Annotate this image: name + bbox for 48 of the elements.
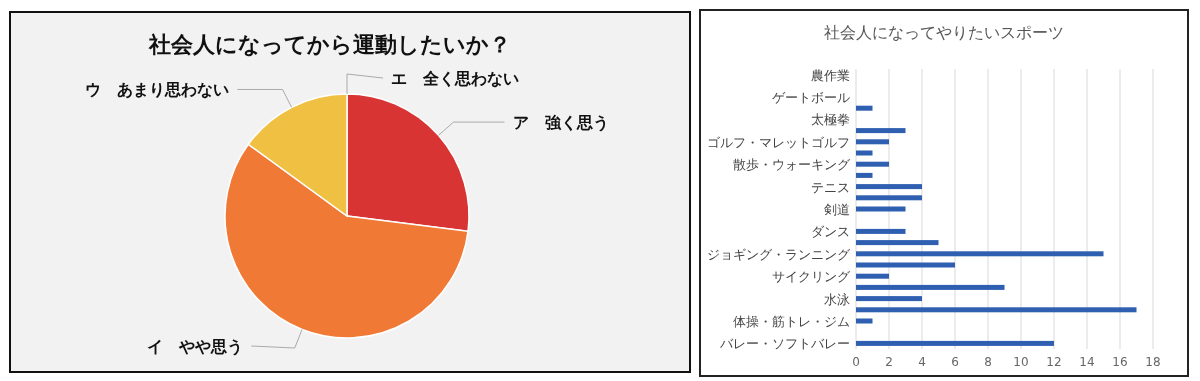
- bar: [856, 228, 906, 234]
- y-tick-label: 剣道: [824, 202, 850, 217]
- x-tick-label: 4: [918, 355, 926, 369]
- x-tick-label: 6: [951, 355, 959, 369]
- bar: [856, 150, 873, 156]
- bar: [856, 105, 873, 111]
- bar: [856, 296, 922, 302]
- bar: [856, 284, 1005, 290]
- x-tick-label: 0: [852, 355, 860, 369]
- bar: [856, 318, 873, 324]
- y-tick-label: 農作業: [811, 67, 850, 83]
- bar: [856, 251, 1104, 257]
- x-tick-label: 12: [1046, 355, 1062, 369]
- x-tick-label: 16: [1112, 355, 1128, 369]
- bar: [856, 340, 1054, 346]
- y-tick-label: ジョギング・ランニング: [707, 246, 851, 262]
- bar: [856, 128, 906, 134]
- bar: [856, 161, 889, 167]
- y-tick-label: 太極拳: [811, 112, 850, 128]
- y-tick-label: 散歩・ウォーキング: [733, 157, 851, 173]
- chart-title: 社会人になってから運動したいか？: [148, 32, 511, 57]
- y-tick-label: バレー・ソフトバレー: [719, 336, 850, 352]
- x-tick-label: 14: [1079, 355, 1095, 369]
- bar: [856, 262, 955, 268]
- bar: [856, 240, 939, 246]
- bar: [856, 195, 922, 201]
- legend-label: エ 全く思わない: [391, 69, 519, 88]
- y-tick-label: ゲートボール: [772, 90, 850, 105]
- x-tick-label: 10: [1013, 355, 1029, 369]
- slice-label: ア 強く思う: [512, 113, 609, 133]
- bar: [856, 172, 873, 178]
- y-tick-label: ゴルフ・マレットゴルフ: [707, 134, 850, 150]
- y-tick-label: ダンス: [811, 224, 850, 240]
- slice-label: ウ あまり思わない: [85, 80, 230, 100]
- x-tick-label: 2: [885, 355, 893, 369]
- bar: [856, 307, 1137, 313]
- bar: [856, 273, 889, 279]
- y-tick-label: 水泳: [824, 291, 850, 307]
- chart-title: 社会人になってやりたいスポーツ: [824, 23, 1064, 42]
- y-tick-label: テニス: [811, 179, 850, 195]
- slice-label: イ やや思う: [147, 337, 244, 356]
- y-tick-label: サイクリング: [772, 269, 851, 285]
- bar: [856, 139, 889, 145]
- bar: [856, 184, 922, 190]
- bar: [856, 206, 906, 212]
- y-tick-label: 体操・筋トレ・ジム: [733, 314, 850, 329]
- x-tick-label: 8: [984, 355, 992, 369]
- x-tick-label: 18: [1145, 355, 1161, 369]
